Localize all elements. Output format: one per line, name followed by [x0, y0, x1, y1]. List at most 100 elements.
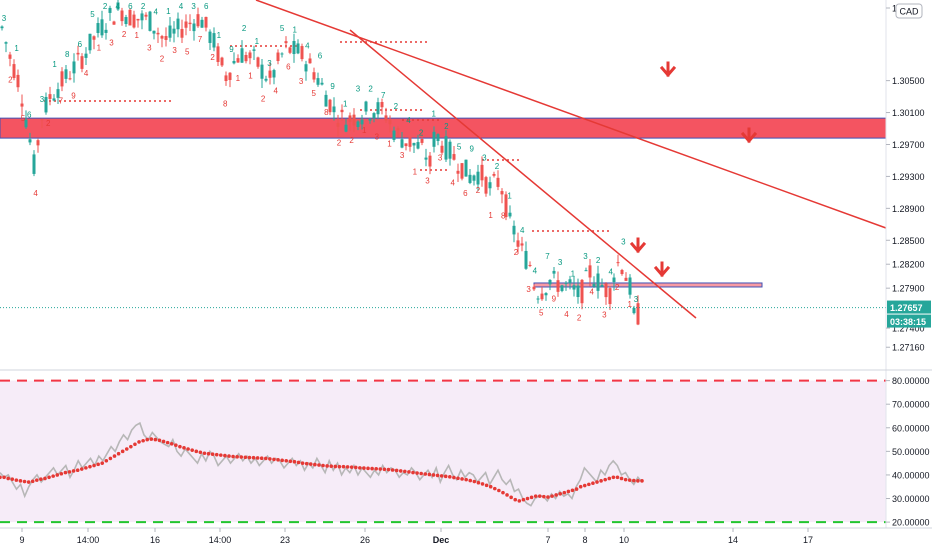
- count-label: 2: [596, 256, 601, 265]
- rsi-signal-point: [297, 461, 301, 465]
- price-tick-label: 1.30500: [892, 76, 925, 86]
- count-label: 2: [160, 55, 165, 64]
- rsi-signal-point: [55, 473, 59, 477]
- candle-up: [361, 120, 364, 125]
- candle-down: [17, 75, 20, 87]
- rsi-signal-point: [64, 471, 68, 475]
- count-label: 5: [311, 89, 316, 98]
- count-label: 3: [356, 84, 361, 93]
- rsi-signal-point: [68, 470, 72, 474]
- count-label: 5: [185, 47, 190, 56]
- candle-down: [429, 156, 432, 167]
- count-label: 2: [242, 24, 247, 33]
- candle-up: [297, 43, 300, 53]
- trendline-short[interactable]: [350, 30, 696, 318]
- count-label: 5: [21, 114, 26, 123]
- rsi-signal-point: [395, 469, 399, 473]
- rsi-signal-point: [513, 498, 517, 502]
- candle-up: [373, 113, 376, 118]
- time-tick-label: 10: [619, 535, 629, 545]
- count-label: 6: [128, 2, 133, 11]
- rsi-signal-point: [366, 467, 370, 471]
- rsi-signal-point: [526, 497, 530, 501]
- count-label: 9: [71, 91, 76, 100]
- candle-down: [453, 154, 456, 160]
- rsi-signal-point: [616, 475, 620, 479]
- rsi-signal-point: [182, 446, 186, 450]
- candle-up: [89, 34, 92, 51]
- candle-up: [293, 41, 296, 54]
- count-label: 1: [488, 211, 493, 220]
- rsi-signal-point: [448, 475, 452, 479]
- count-label: 2: [444, 122, 449, 131]
- candle-up: [549, 280, 552, 284]
- candle-down: [421, 139, 424, 143]
- count-label: 6: [204, 2, 209, 11]
- candle-up: [425, 158, 428, 160]
- count-label: 2: [476, 186, 481, 195]
- currency-badge[interactable]: CAD: [896, 4, 922, 18]
- rsi-signal-point: [624, 478, 628, 482]
- price-tick-label: 1.27160: [892, 343, 925, 353]
- count-label: 6: [27, 110, 32, 119]
- rsi-signal-point: [272, 458, 276, 462]
- candle-down: [557, 280, 560, 292]
- support-line[interactable]: [534, 283, 762, 287]
- candle-up: [633, 308, 636, 313]
- candle-down: [605, 283, 608, 297]
- count-label: 1: [134, 31, 139, 40]
- candle-down: [69, 78, 72, 79]
- count-label: 1: [627, 300, 632, 309]
- candle-up: [317, 78, 320, 85]
- candle-down: [61, 71, 64, 86]
- rsi-signal-point: [358, 466, 362, 470]
- rsi-signal-point: [464, 478, 468, 482]
- rsi-signal-point: [362, 466, 366, 470]
- candle-up: [265, 79, 268, 81]
- candle-up: [193, 24, 196, 32]
- count-label: 2: [46, 119, 51, 128]
- rsi-signal-point: [276, 458, 280, 462]
- rsi-signal-point: [640, 479, 644, 483]
- candle-up: [561, 285, 564, 291]
- rsi-signal-point: [194, 450, 198, 454]
- candle-down: [221, 58, 224, 66]
- rsi-signal-point: [248, 456, 252, 460]
- rsi-signal-point: [260, 456, 264, 460]
- candle-down: [533, 287, 536, 290]
- rsi-signal-point: [620, 477, 624, 481]
- rsi-signal-point: [223, 454, 227, 458]
- rsi-signal-point: [583, 484, 587, 488]
- rsi-signal-point: [603, 478, 607, 482]
- rsi-signal-point: [550, 494, 554, 498]
- rsi-signal-point: [563, 491, 567, 495]
- candle-down: [41, 119, 44, 120]
- rsi-signal-point: [305, 462, 309, 466]
- count-label: 1: [507, 191, 512, 200]
- rsi-signal-point: [35, 478, 39, 482]
- rsi-tick-label: 30.00000: [892, 494, 930, 504]
- price-tick-label: 1.28900: [892, 204, 925, 214]
- candle-up: [1, 26, 4, 28]
- count-label: 4: [33, 189, 38, 198]
- candle-up: [53, 98, 56, 100]
- count-label: 1: [14, 44, 19, 53]
- rsi-signal-point: [325, 464, 329, 468]
- candle-up: [109, 8, 112, 13]
- candle-down: [21, 104, 24, 107]
- rsi-signal-point: [350, 465, 354, 469]
- candle-down: [457, 171, 460, 174]
- candle-up: [437, 134, 440, 141]
- rsi-signal-point: [43, 477, 47, 481]
- rsi-signal-point: [113, 454, 117, 458]
- rsi-signal-point: [370, 467, 374, 471]
- rsi-signal-point: [542, 495, 546, 499]
- count-label: 2: [261, 94, 266, 103]
- rsi-signal-point: [76, 468, 80, 472]
- candle-down: [389, 120, 392, 124]
- price-tick-label: 1.28200: [892, 260, 925, 270]
- count-label: 2: [419, 128, 424, 137]
- rsi-signal-point: [10, 477, 14, 481]
- rsi-signal-point: [39, 477, 43, 481]
